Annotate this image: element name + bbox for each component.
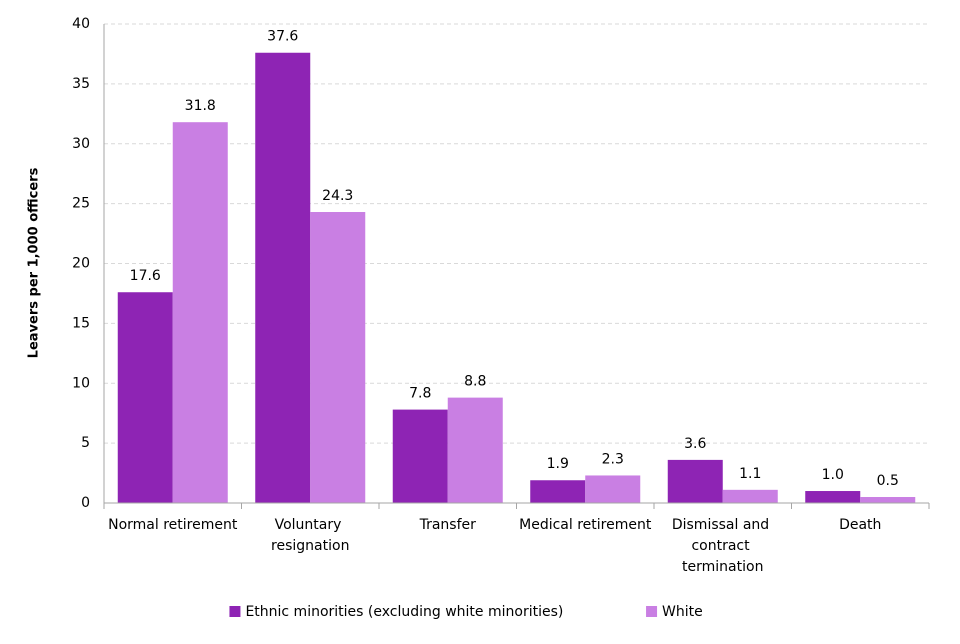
bar [447, 397, 503, 503]
value-label: 1.1 [739, 466, 761, 482]
value-label: 3.6 [684, 436, 706, 452]
y-tick-label: 40 [72, 16, 90, 32]
bar [860, 497, 916, 503]
value-label: 17.6 [130, 268, 161, 284]
legend-swatch [229, 606, 241, 617]
y-tick-label: 5 [81, 435, 90, 451]
y-axis-title: Leavers per 1,000 officers [27, 167, 42, 358]
bar [117, 292, 173, 503]
value-label: 2.3 [602, 451, 624, 467]
x-tick-label: Death [839, 517, 881, 533]
x-tick-label: Transfer [419, 517, 477, 533]
value-label: 37.6 [267, 29, 298, 45]
bar [805, 491, 861, 503]
value-label: 7.8 [409, 386, 431, 402]
bar [585, 475, 641, 503]
bar [310, 212, 366, 503]
x-tick-label: Voluntary resignation [271, 517, 349, 554]
bar [530, 480, 586, 503]
x-tick-label: Normal retirement [108, 517, 238, 533]
y-tick-label: 35 [72, 76, 90, 92]
y-tick-label: 0 [81, 495, 90, 511]
bar [722, 489, 778, 503]
x-tick-label: Medical retirement [519, 517, 652, 533]
value-label: 1.9 [547, 456, 569, 472]
value-label: 0.5 [877, 473, 899, 489]
value-label: 8.8 [464, 374, 486, 390]
legend-label: White [662, 604, 703, 620]
y-tick-label: 20 [72, 256, 90, 272]
bar [255, 52, 311, 504]
x-tick-label: Dismissal and contract termination [672, 517, 774, 575]
value-label: 1.0 [822, 467, 844, 483]
value-label: 31.8 [185, 98, 216, 114]
y-tick-label: 25 [72, 196, 90, 212]
bar [172, 122, 228, 503]
y-tick-label: 30 [72, 136, 90, 152]
bar [392, 409, 448, 503]
y-tick-label: 15 [72, 315, 90, 331]
bar [667, 459, 723, 503]
legend-label: Ethnic minorities (excluding white minor… [245, 604, 563, 620]
value-label: 24.3 [322, 188, 353, 204]
legend-swatch [646, 606, 658, 617]
y-tick-label: 10 [72, 375, 90, 391]
